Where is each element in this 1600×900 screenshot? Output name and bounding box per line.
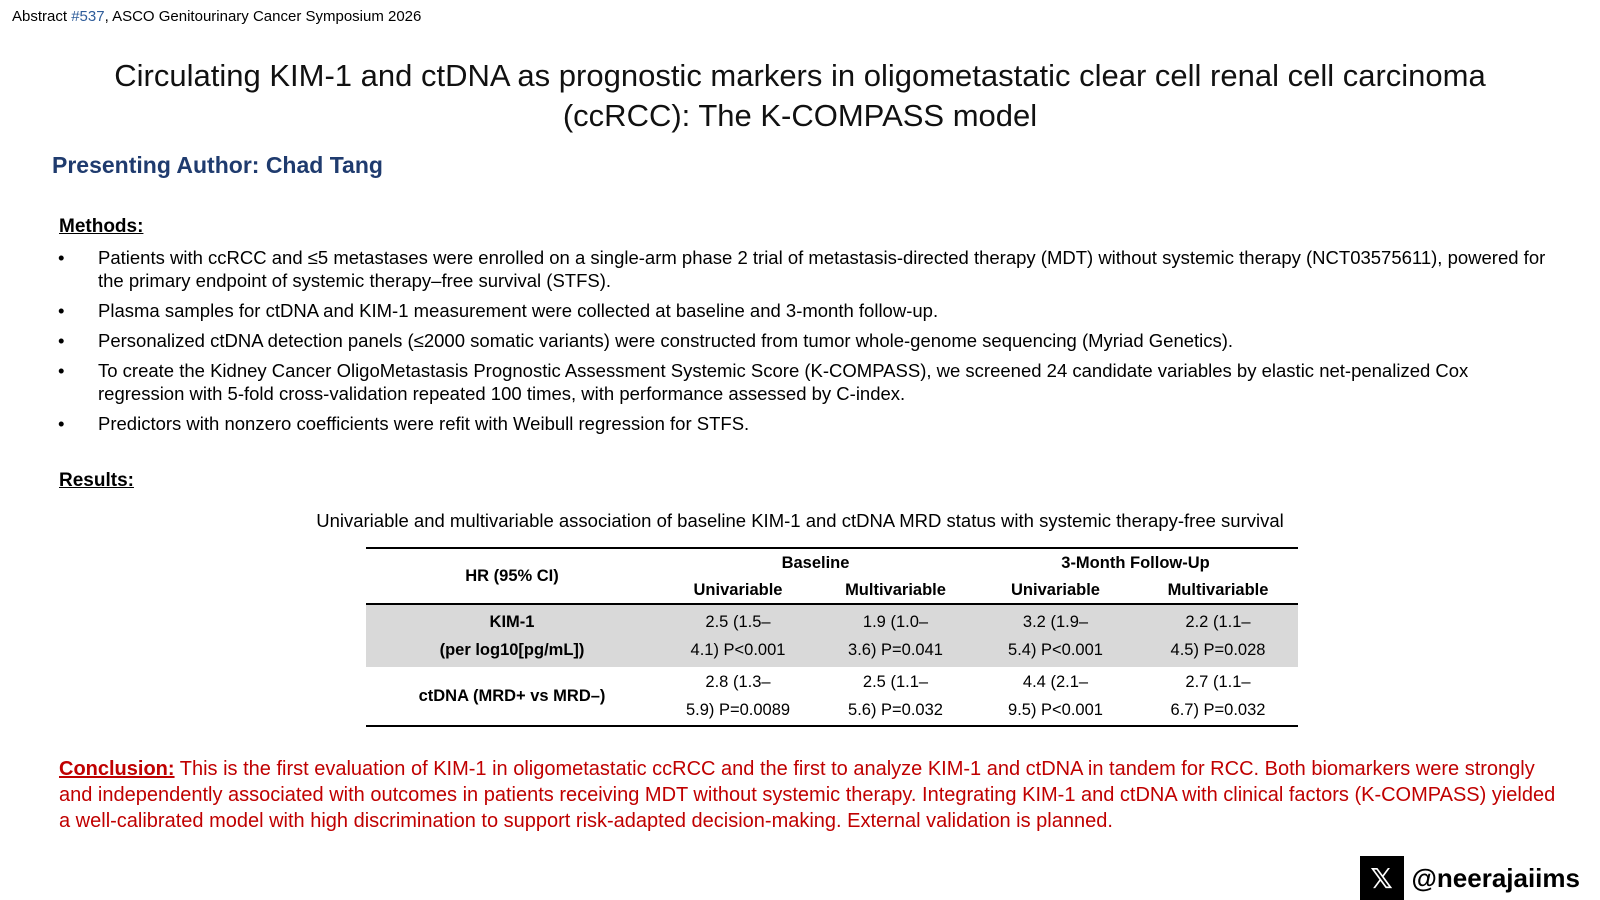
row-label-kim1: KIM-1 (per log10[pg/mL]): [366, 604, 658, 667]
table-cell: 2.5 (1.1– 5.6) P=0.032: [818, 667, 973, 727]
list-item: • Plasma samples for ctDNA and KIM-1 meas…: [58, 299, 1558, 322]
table-cell: 2.8 (1.3– 5.9) P=0.0089: [658, 667, 818, 727]
table-caption: Univariable and multivariable associatio…: [316, 510, 1284, 531]
table-header-row: HR (95% CI) Baseline 3-Month Follow-Up: [366, 547, 1298, 605]
table-cell: 4.4 (2.1– 9.5) P<0.001: [973, 667, 1138, 727]
row-label-line: KIM-1: [489, 613, 535, 631]
table-row: ctDNA (MRD+ vs MRD–) 2.8 (1.3– 5.9) P=0.0…: [366, 667, 1298, 727]
bullet-icon: •: [58, 300, 65, 321]
table-cell: 2.2 (1.1– 4.5) P=0.028: [1138, 604, 1298, 667]
results-heading: Results:: [59, 470, 134, 491]
cell-line: 4.4 (2.1–: [1022, 673, 1089, 691]
list-item: • Predictors with nonzero coefficients we…: [58, 412, 1558, 435]
subheader-followup-univariable: Univariable: [973, 577, 1138, 605]
cell-line: 2.2 (1.1–: [1185, 613, 1251, 631]
cell-line: 1.9 (1.0–: [862, 613, 929, 631]
bullet-text: To create the Kidney Cancer OligoMetasta…: [98, 360, 1469, 404]
cell-line: 2.5 (1.5–: [705, 613, 771, 631]
methods-list: • Patients with ccRCC and ≤5 metastases w…: [58, 246, 1558, 442]
table-cell: 1.9 (1.0– 3.6) P=0.041: [818, 604, 973, 667]
bullet-text: Personalized ctDNA detection panels (≤20…: [98, 330, 1234, 351]
group-header-baseline: Baseline: [658, 547, 973, 577]
conclusion-text: This is the first evaluation of KIM-1 in…: [59, 758, 1556, 832]
bullet-text: Patients with ccRCC and ≤5 metastases we…: [98, 247, 1546, 291]
row-label-line: ctDNA (MRD+ vs MRD–): [418, 687, 606, 705]
cell-line: 5.6) P=0.032: [848, 701, 943, 719]
x-logo-icon: 𝕏: [1359, 856, 1404, 900]
row-label-line: (per log10[pg/mL]): [439, 641, 585, 659]
cell-line: 3.2 (1.9–: [1022, 613, 1089, 631]
bullet-text: Predictors with nonzero coefficients wer…: [98, 413, 750, 434]
table-cell: 2.7 (1.1– 6.7) P=0.032: [1138, 667, 1298, 727]
hazard-ratio-table: HR (95% CI) Baseline 3-Month Follow-Up U…: [366, 547, 1298, 727]
subheader-baseline-univariable: Univariable: [658, 577, 818, 605]
page-title: Circulating KIM-1 and ctDNA as prognosti…: [114, 58, 1486, 133]
abstract-number: #537: [71, 8, 105, 25]
cell-line: 4.5) P=0.028: [1170, 641, 1266, 659]
group-header-followup: 3-Month Follow-Up: [973, 547, 1298, 577]
row-label-ctdna: ctDNA (MRD+ vs MRD–): [366, 667, 658, 727]
abstract-reference: Abstract #537, ASCO Genitourinary Cancer…: [12, 8, 421, 25]
conclusion-label: Conclusion:: [59, 758, 175, 780]
table-subheader-row: Univariable Multivariable Univariable Mu…: [366, 577, 1298, 605]
table-cell: 2.5 (1.5– 4.1) P<0.001: [658, 604, 818, 667]
list-item: • Patients with ccRCC and ≤5 metastases w…: [58, 246, 1558, 292]
subheader-followup-multivariable: Multivariable: [1138, 577, 1298, 605]
table-corner-header: HR (95% CI): [366, 547, 658, 605]
abstract-prefix: Abstract: [12, 8, 72, 25]
cell-line: 6.7) P=0.032: [1170, 701, 1266, 719]
bullet-icon: •: [58, 360, 65, 381]
handle-text[interactable]: @neerajaiims: [1411, 862, 1580, 893]
bullet-text: Plasma samples for ctDNA and KIM-1 measu…: [98, 300, 939, 321]
bullet-icon: •: [58, 247, 65, 268]
cell-line: 2.8 (1.3–: [705, 673, 771, 691]
social-handle[interactable]: 𝕏 @neerajaiims: [1359, 856, 1580, 900]
cell-line: 2.5 (1.1–: [862, 673, 929, 691]
cell-line: 9.5) P<0.001: [1008, 701, 1103, 719]
cell-line: 2.7 (1.1–: [1185, 673, 1251, 691]
cell-line: 3.6) P=0.041: [848, 641, 943, 659]
cell-line: 5.4) P<0.001: [1008, 641, 1103, 659]
bullet-icon: •: [58, 330, 65, 351]
table-cell: 3.2 (1.9– 5.4) P<0.001: [973, 604, 1138, 667]
bullet-icon: •: [58, 413, 65, 434]
list-item: • Personalized ctDNA detection panels (≤2…: [58, 329, 1558, 352]
cell-line: 5.9) P=0.0089: [685, 701, 791, 719]
conclusion: Conclusion: This is the first evaluation…: [59, 756, 1559, 834]
cell-line: 4.1) P<0.001: [690, 641, 786, 659]
presenting-author: Presenting Author: Chad Tang: [52, 152, 383, 178]
abstract-suffix: , ASCO Genitourinary Cancer Symposium 20…: [104, 8, 422, 25]
list-item: • To create the Kidney Cancer OligoMetast…: [58, 359, 1558, 405]
subheader-baseline-multivariable: Multivariable: [818, 577, 973, 605]
methods-heading: Methods:: [59, 216, 144, 237]
table-row: KIM-1 (per log10[pg/mL]) 2.5 (1.5– 4.1) P…: [366, 604, 1298, 667]
